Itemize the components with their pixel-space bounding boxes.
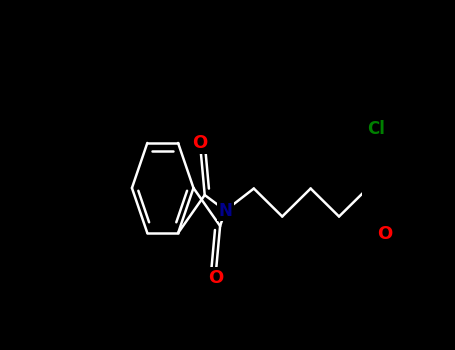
Text: N: N	[218, 202, 233, 219]
Text: O: O	[378, 224, 393, 243]
Text: O: O	[192, 134, 207, 152]
Text: Cl: Cl	[367, 119, 385, 138]
Text: O: O	[208, 269, 223, 287]
